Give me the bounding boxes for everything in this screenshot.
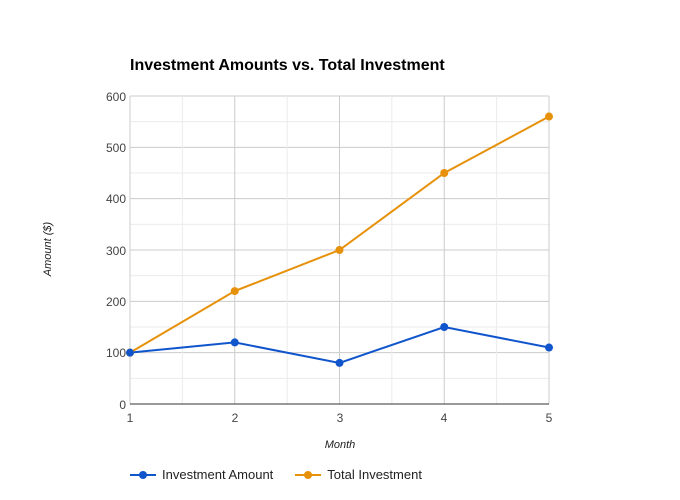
y-tick-600: 600	[105, 90, 126, 104]
chart-title: Investment Amounts vs. Total Investment	[130, 57, 445, 74]
data-point[interactable]	[440, 323, 449, 331]
data-point[interactable]	[545, 112, 553, 121]
y-tick-500: 500	[105, 141, 126, 155]
x-axis-label: Month	[324, 439, 356, 451]
data-point[interactable]	[230, 338, 239, 347]
legend: Investment Amount Total Investment	[130, 467, 444, 482]
legend-marker-orange-icon	[295, 470, 322, 479]
y-axis-label: Amount ($)	[42, 221, 54, 277]
y-tick-400: 400	[105, 192, 126, 206]
x-tick-2: 2	[231, 411, 239, 425]
x-tick-1: 1	[126, 411, 134, 425]
y-tick-300: 300	[105, 244, 126, 258]
data-point[interactable]	[126, 348, 134, 357]
y-tick-100: 100	[105, 346, 126, 360]
legend-item-investment-amount[interactable]: Investment Amount	[130, 467, 273, 482]
data-point[interactable]	[230, 287, 239, 296]
y-tick-0: 0	[119, 398, 126, 412]
x-tick-5: 5	[545, 411, 553, 425]
y-tick-200: 200	[105, 295, 126, 309]
legend-marker-blue-icon	[130, 470, 156, 479]
data-point[interactable]	[335, 358, 344, 367]
legend-item-total-investment[interactable]: Total Investment	[295, 467, 422, 482]
legend-label: Total Investment	[327, 467, 422, 482]
legend-label: Investment Amount	[162, 467, 274, 482]
data-point[interactable]	[545, 343, 553, 352]
x-tick-4: 4	[440, 411, 448, 425]
data-point[interactable]	[335, 246, 344, 254]
data-point[interactable]	[440, 169, 449, 177]
x-tick-3: 3	[336, 411, 344, 425]
